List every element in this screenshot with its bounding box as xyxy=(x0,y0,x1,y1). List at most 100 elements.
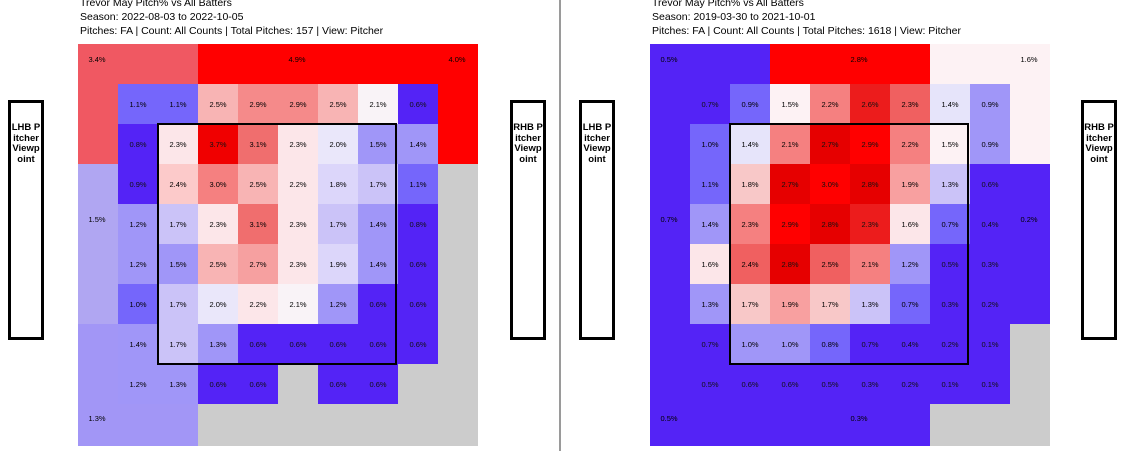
cell-value-label: 1.9% xyxy=(329,260,346,269)
heatmap-cell xyxy=(318,324,358,364)
cell-value-label: 0.6% xyxy=(409,100,426,109)
heatmap-cell xyxy=(890,124,930,164)
cell-value-label: 2.3% xyxy=(289,260,306,269)
cell-value-label: 2.3% xyxy=(209,220,226,229)
heatmap-cell xyxy=(198,84,238,124)
outer-zone-left xyxy=(650,164,690,324)
heatmap-cell xyxy=(398,284,438,324)
heatmap-cell xyxy=(278,364,318,404)
outer-zone-label-left: 0.7% xyxy=(660,215,677,224)
heatmap-cell xyxy=(970,204,1010,244)
cell-value-label: 0.6% xyxy=(369,380,386,389)
cell-value-label: 1.3% xyxy=(209,340,226,349)
rhb-viewpoint-label: RHB Pitcher Viewpoint xyxy=(1084,122,1115,165)
cell-value-label: 2.8% xyxy=(821,220,838,229)
cell-value-label: 2.1% xyxy=(369,100,386,109)
heatmap-cell xyxy=(238,284,278,324)
cell-value-label: 1.2% xyxy=(329,300,346,309)
heatmap-cell xyxy=(810,204,850,244)
cell-value-label: 2.4% xyxy=(741,260,758,269)
heatmap-cell xyxy=(730,284,770,324)
heatmap-cell xyxy=(278,164,318,204)
heatmap-cell xyxy=(890,324,930,364)
heatmap-cell xyxy=(318,204,358,244)
cell-value-label: 1.3% xyxy=(701,300,718,309)
heatmap-cell xyxy=(318,244,358,284)
cell-value-label: 0.6% xyxy=(409,340,426,349)
outer-zone-left xyxy=(78,164,118,324)
cell-value-label: 0.5% xyxy=(701,380,718,389)
cell-value-label: 2.8% xyxy=(781,260,798,269)
heatmap-cell xyxy=(318,284,358,324)
outer-zone-bottom_left2 xyxy=(118,404,198,446)
cell-value-label: 0.2% xyxy=(901,380,918,389)
heatmap-cell xyxy=(690,244,730,284)
cell-value-label: 0.3% xyxy=(941,300,958,309)
heatmap-cell xyxy=(118,324,158,364)
cell-value-label: 0.6% xyxy=(369,300,386,309)
outer-zone-top_right xyxy=(358,44,478,84)
heatmap-cell xyxy=(198,324,238,364)
cell-value-label: 0.4% xyxy=(901,340,918,349)
heatmap-cell xyxy=(198,244,238,284)
cell-value-label: 3.0% xyxy=(821,180,838,189)
outer-zone-label-right: 0.2% xyxy=(1020,215,1037,224)
heatmap-cell xyxy=(970,364,1010,404)
heatmap-cell xyxy=(358,284,398,324)
cell-value-label: 0.8% xyxy=(409,220,426,229)
heatmap-cell xyxy=(118,124,158,164)
outer-zone-top_middle xyxy=(198,44,358,84)
cell-value-label: 1.4% xyxy=(741,140,758,149)
heatmap-cell xyxy=(238,364,278,404)
heatmap-cell xyxy=(730,84,770,124)
heatmap-cell xyxy=(730,364,770,404)
outer-zone-label-top-left: 0.5% xyxy=(660,55,677,64)
heatmap-cell xyxy=(970,284,1010,324)
heatmap-cell xyxy=(810,84,850,124)
heatmap-cell xyxy=(118,164,158,204)
lhb-label-box: LHB Pitcher Viewpoint xyxy=(579,100,615,340)
cell-value-label: 0.9% xyxy=(741,100,758,109)
cell-value-label: 1.9% xyxy=(781,300,798,309)
cell-value-label: 2.2% xyxy=(901,140,918,149)
heatmap-cell xyxy=(810,364,850,404)
rhb-label-box: RHB Pitcher Viewpoint xyxy=(1081,100,1117,340)
cell-value-label: 0.6% xyxy=(409,260,426,269)
cell-value-label: 0.9% xyxy=(981,100,998,109)
lhb-viewpoint-label: LHB Pitcher Viewpoint xyxy=(11,122,42,165)
heatmap-cell xyxy=(398,204,438,244)
heatmap-cell xyxy=(770,204,810,244)
cell-value-label: 2.6% xyxy=(861,100,878,109)
season-range: Season: 2022-08-03 to 2022-10-05 xyxy=(80,11,244,23)
heatmap-cell xyxy=(198,364,238,404)
outer-zone-left_top xyxy=(78,84,118,164)
heatmap-cell xyxy=(890,164,930,204)
outer-zone-right_top xyxy=(438,84,478,164)
cell-value-label: 1.4% xyxy=(369,220,386,229)
heatmap-cell xyxy=(850,284,890,324)
heatmap-cell xyxy=(398,164,438,204)
heatmap-cell xyxy=(690,84,730,124)
cell-value-label: 0.3% xyxy=(981,260,998,269)
cell-value-label: 1.1% xyxy=(129,100,146,109)
cell-value-label: 3.0% xyxy=(209,180,226,189)
heatmap-cell xyxy=(118,284,158,324)
heatmap-cell xyxy=(158,324,198,364)
cell-value-label: 0.7% xyxy=(941,220,958,229)
cell-value-label: 2.3% xyxy=(169,140,186,149)
heatmap-cell xyxy=(278,244,318,284)
heatmap-cell xyxy=(970,324,1010,364)
heatmap-cell xyxy=(398,324,438,364)
cell-value-label: 0.6% xyxy=(289,340,306,349)
outer-zone-bottom_mid xyxy=(198,404,438,446)
cell-value-label: 1.7% xyxy=(169,220,186,229)
cell-value-label: 2.2% xyxy=(289,180,306,189)
heatmap-cell xyxy=(730,204,770,244)
cell-value-label: 1.8% xyxy=(329,180,346,189)
outer-zone-label-top-middle: 4.9% xyxy=(288,55,305,64)
heatmap-cell xyxy=(810,284,850,324)
heatmap-cell xyxy=(118,84,158,124)
pitch-info: Pitches: FA | Count: All Counts | Total … xyxy=(652,25,961,37)
cell-value-label: 1.5% xyxy=(369,140,386,149)
cell-value-label: 0.6% xyxy=(409,300,426,309)
